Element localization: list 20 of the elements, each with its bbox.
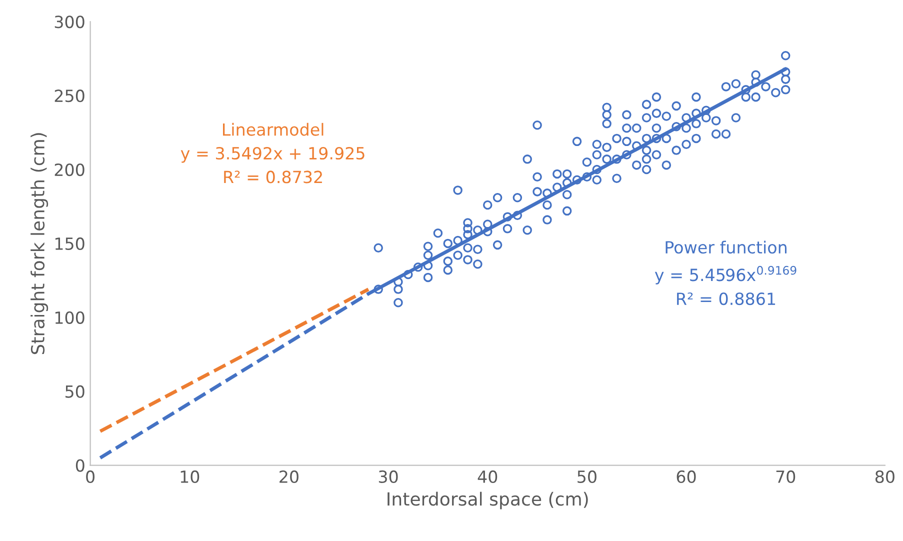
x-tick-label: 80: [875, 470, 894, 484]
y-tick-label: 150: [55, 237, 84, 250]
x-tick-label: 10: [180, 470, 200, 484]
x-tick-label: 50: [578, 470, 596, 484]
y-tick-label: 300: [54, 16, 84, 28]
text: Power function y = 5.4596x$^{0.9169}$ R² = 0.8861: [654, 240, 796, 306]
x-tick-label: 60: [676, 470, 696, 484]
y-tick-label: 100: [55, 311, 84, 324]
x-tick-label: 30: [378, 470, 398, 484]
annotation: Linearmodel y = 3.5492x + 19.925 R² = 0.8732: [180, 122, 364, 184]
y-axis-title: Straight fork length (cm): [30, 133, 48, 354]
x-axis-title: Interdorsal space (cm): [388, 492, 588, 510]
x-tick-label: 0: [86, 470, 94, 484]
x-tick-label: 40: [478, 470, 498, 484]
x-tick-label: 70: [776, 470, 796, 484]
y-tick-label: 50: [66, 385, 84, 398]
y-tick-label: 200: [54, 163, 84, 176]
y-tick-label: 0: [76, 459, 84, 472]
x-tick-label: 20: [280, 470, 298, 484]
y-tick-label: 250: [54, 90, 84, 102]
